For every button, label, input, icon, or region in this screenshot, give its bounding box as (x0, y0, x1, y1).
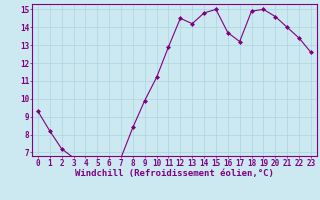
X-axis label: Windchill (Refroidissement éolien,°C): Windchill (Refroidissement éolien,°C) (75, 169, 274, 178)
